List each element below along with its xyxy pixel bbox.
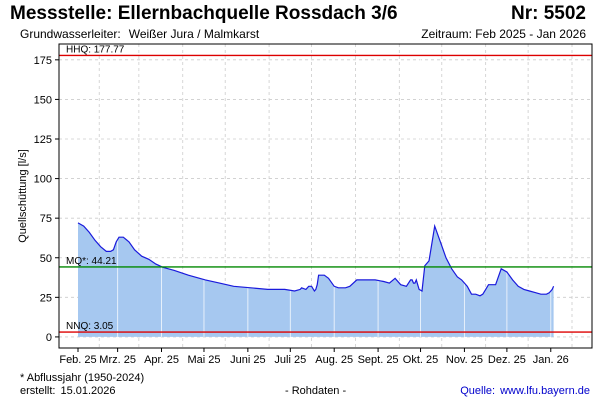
created-label: erstellt: xyxy=(20,385,56,397)
discharge-area xyxy=(78,222,554,337)
source-link[interactable]: www.lfu.bayern.de xyxy=(500,385,590,397)
y-tick-label: 150 xyxy=(34,94,52,106)
x-tick-label: Dez. 25 xyxy=(488,354,526,366)
x-tick-label: Okt. 25 xyxy=(403,354,438,366)
discharge-line xyxy=(77,222,555,297)
ref-label-hhq: HHQ: 177.77 xyxy=(66,44,125,55)
aquifer-value: Weißer Jura / Malmkarst xyxy=(128,27,260,41)
y-tick-label: 25 xyxy=(40,292,52,304)
footnote: * Abflussjahr (1950-2024) xyxy=(20,372,145,384)
y-tick-label: 50 xyxy=(40,253,52,265)
x-tick-label: Nov. 25 xyxy=(446,354,483,366)
y-tick-label: 0 xyxy=(46,332,52,344)
created-date: 15.01.2026 xyxy=(60,385,116,397)
created-info: erstellt: 15.01.2026 xyxy=(20,385,116,397)
x-tick-label: Aug. 25 xyxy=(315,354,353,366)
x-tick-label: Apr. 25 xyxy=(144,354,179,366)
x-tick-label: Juni 25 xyxy=(230,354,265,366)
reference-lines: HHQ: 177.77 MQ*: 44.21 NNQ: 3.05 xyxy=(59,44,592,333)
x-tick-label: Mrz. 25 xyxy=(99,354,136,366)
plot-frame xyxy=(58,43,593,349)
y-tick-label: 125 xyxy=(34,134,52,146)
raw-data-label: - Rohdaten - xyxy=(285,385,347,397)
x-tick-label: Jan. 26 xyxy=(533,354,569,366)
y-axis-label: Quellschüttung [l/s] xyxy=(17,149,29,243)
aquifer-label: Grundwasserleiter: xyxy=(20,27,121,41)
x-tick-label: Juli 25 xyxy=(274,354,306,366)
y-tick-label: 100 xyxy=(34,174,52,186)
x-tick-label: Mai 25 xyxy=(187,354,220,366)
x-tick-label: Feb. 25 xyxy=(59,354,96,366)
x-tick-label: Sept. 25 xyxy=(358,354,399,366)
aquifer-info: Grundwasserleiter: Weißer Jura / Malmkars… xyxy=(20,27,259,41)
y-axis: 0 25 50 75 100 125 150 175 xyxy=(34,55,59,344)
y-tick-label: 75 xyxy=(40,213,52,225)
ref-label-mq: MQ*: 44.21 xyxy=(66,256,117,267)
ref-label-nnq: NNQ: 3.05 xyxy=(66,321,114,332)
source-label: Quelle: xyxy=(460,385,496,397)
period-label: Zeitraum: Feb 2025 - Jan 2026 xyxy=(421,27,586,41)
source-info: Quelle: www.lfu.bayern.de xyxy=(460,385,590,397)
station-title: Messstelle: Ellernbachquelle Rossdach 3/… xyxy=(10,3,398,24)
x-axis: Feb. 25 Mrz. 25 Apr. 25 Mai 25 Juni 25 Juli 2… xyxy=(59,348,569,366)
y-tick-label: 175 xyxy=(34,55,52,67)
station-number: Nr: 5502 xyxy=(511,3,586,24)
